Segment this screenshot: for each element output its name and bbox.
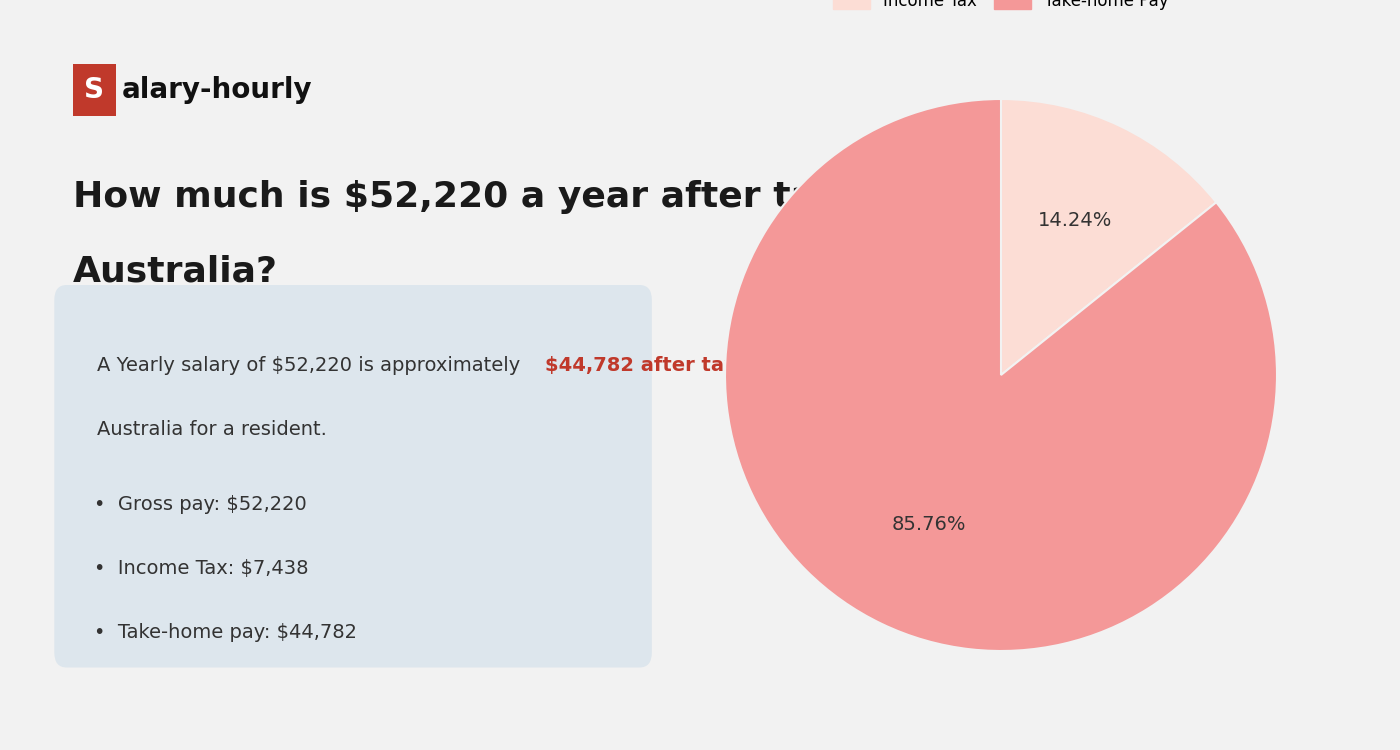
- Text: in: in: [728, 356, 752, 375]
- Text: $44,782 after tax: $44,782 after tax: [545, 356, 736, 375]
- Text: How much is $52,220 a year after tax in: How much is $52,220 a year after tax in: [73, 180, 889, 214]
- Text: Australia for a resident.: Australia for a resident.: [98, 420, 328, 439]
- FancyBboxPatch shape: [55, 285, 652, 668]
- Text: 14.24%: 14.24%: [1037, 211, 1112, 230]
- Text: Australia?: Australia?: [73, 255, 277, 289]
- Text: •  Gross pay: $52,220: • Gross pay: $52,220: [94, 495, 307, 514]
- Wedge shape: [725, 99, 1277, 651]
- Text: A Yearly salary of $52,220 is approximately $44,782 after tax in: A Yearly salary of $52,220 is approximat…: [98, 356, 686, 380]
- Text: alary-hourly: alary-hourly: [122, 76, 312, 104]
- Text: 85.76%: 85.76%: [892, 514, 966, 534]
- Text: •  Take-home pay: $44,782: • Take-home pay: $44,782: [94, 622, 357, 641]
- Wedge shape: [1001, 99, 1217, 375]
- Text: A Yearly salary of $52,220 is approximately: A Yearly salary of $52,220 is approximat…: [98, 356, 526, 375]
- Legend: Income Tax, Take-home Pay: Income Tax, Take-home Pay: [825, 0, 1177, 18]
- Text: S: S: [84, 76, 105, 104]
- Text: •  Income Tax: $7,438: • Income Tax: $7,438: [94, 559, 309, 578]
- FancyBboxPatch shape: [73, 64, 116, 116]
